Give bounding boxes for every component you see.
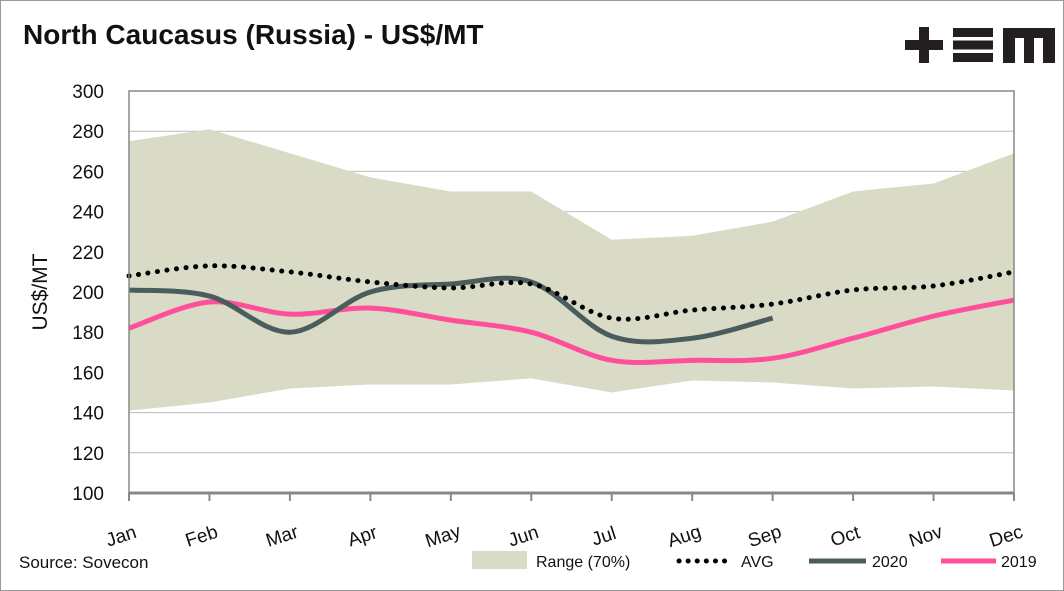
legend-range-label: Range (70%): [536, 554, 630, 571]
y-axis-label: US$/MT: [29, 253, 52, 330]
legend-avg-label: AVG: [741, 554, 774, 571]
y-tick-label: 120: [72, 444, 104, 465]
x-tick-label: Nov: [907, 521, 946, 552]
y-tick-label: 240: [72, 203, 104, 224]
y-tick-label: 260: [72, 162, 104, 183]
y-tick-label: 100: [72, 484, 104, 505]
x-tick-label: Aug: [665, 522, 704, 552]
series-line-2019: [128, 297, 1015, 365]
y-tick-label: 300: [72, 82, 104, 103]
y-tick-label: 220: [72, 243, 104, 264]
series-line-avg: [126, 263, 1017, 322]
x-tick-label: Jan: [103, 522, 139, 551]
y-tick-label: 140: [72, 404, 104, 425]
x-tick-label: Oct: [828, 522, 863, 551]
tem-logo: [901, 23, 1057, 72]
y-tick-label: 280: [72, 122, 104, 143]
x-tick-label: Feb: [183, 522, 221, 552]
y-tick-label: 200: [72, 283, 104, 304]
range-band: [129, 129, 1014, 411]
series-line-2020: [128, 275, 774, 345]
x-tick-label: Mar: [263, 522, 301, 552]
source-note: Source: Sovecon: [19, 553, 149, 572]
legend-2019-label: 2019: [1001, 554, 1037, 571]
legend-range-swatch: [472, 551, 527, 569]
y-tick-label: 180: [72, 323, 104, 344]
y-tick-label: 160: [72, 363, 104, 384]
legend: Range (70%) AVG 2020 2019: [472, 551, 1037, 571]
x-tick-label: Jul: [589, 523, 619, 550]
chart-title: North Caucasus (Russia) - US$/MT: [23, 19, 484, 50]
x-tick-label: Sep: [746, 522, 785, 552]
x-tick-label: Dec: [987, 522, 1026, 552]
x-tick-label: Apr: [345, 522, 380, 551]
legend-2020-label: 2020: [872, 554, 908, 571]
x-tick-label: May: [423, 521, 464, 552]
x-tick-label: Jun: [506, 522, 542, 551]
